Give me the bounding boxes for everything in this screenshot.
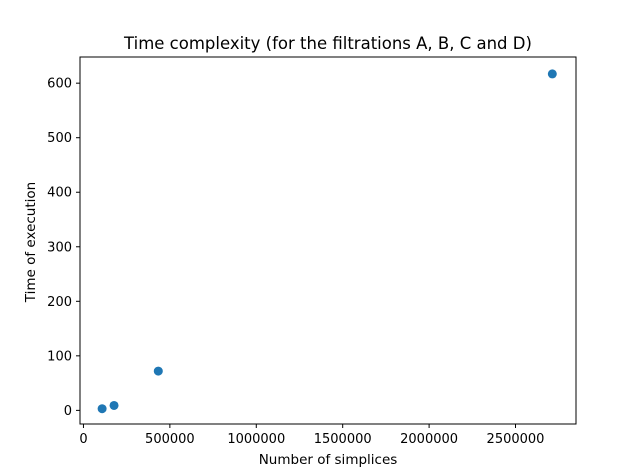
- x-tick-label: 1000000: [227, 432, 285, 447]
- x-tick-label: 1500000: [314, 432, 372, 447]
- y-tick-label: 300: [47, 240, 72, 255]
- x-axis-label: Number of simplices: [259, 452, 398, 468]
- x-axis: 0 500000 1000000 1500000 2000000 2500000: [79, 424, 544, 447]
- x-tick-label: 0: [79, 432, 87, 447]
- y-tick-label: 600: [47, 77, 72, 92]
- y-tick-label: 500: [47, 131, 72, 146]
- plot-area: [79, 56, 577, 425]
- y-axis: 0 100 200 300 400 500 600: [47, 77, 80, 419]
- y-tick-label: 200: [47, 295, 72, 310]
- data-point: [109, 400, 119, 410]
- chart-title: Time complexity (for the filtrations A, …: [123, 34, 532, 53]
- data-point: [97, 404, 107, 414]
- data-points: [97, 69, 557, 414]
- x-tick-label: 2000000: [400, 432, 458, 447]
- data-point: [153, 366, 163, 376]
- y-tick-label: 100: [47, 349, 72, 364]
- y-tick-label: 0: [64, 404, 72, 419]
- y-axis-label: Time of execution: [23, 182, 39, 303]
- data-point: [547, 69, 557, 79]
- x-tick-label: 500000: [145, 432, 195, 447]
- y-tick-label: 400: [47, 186, 72, 201]
- x-tick-label: 2500000: [487, 432, 545, 447]
